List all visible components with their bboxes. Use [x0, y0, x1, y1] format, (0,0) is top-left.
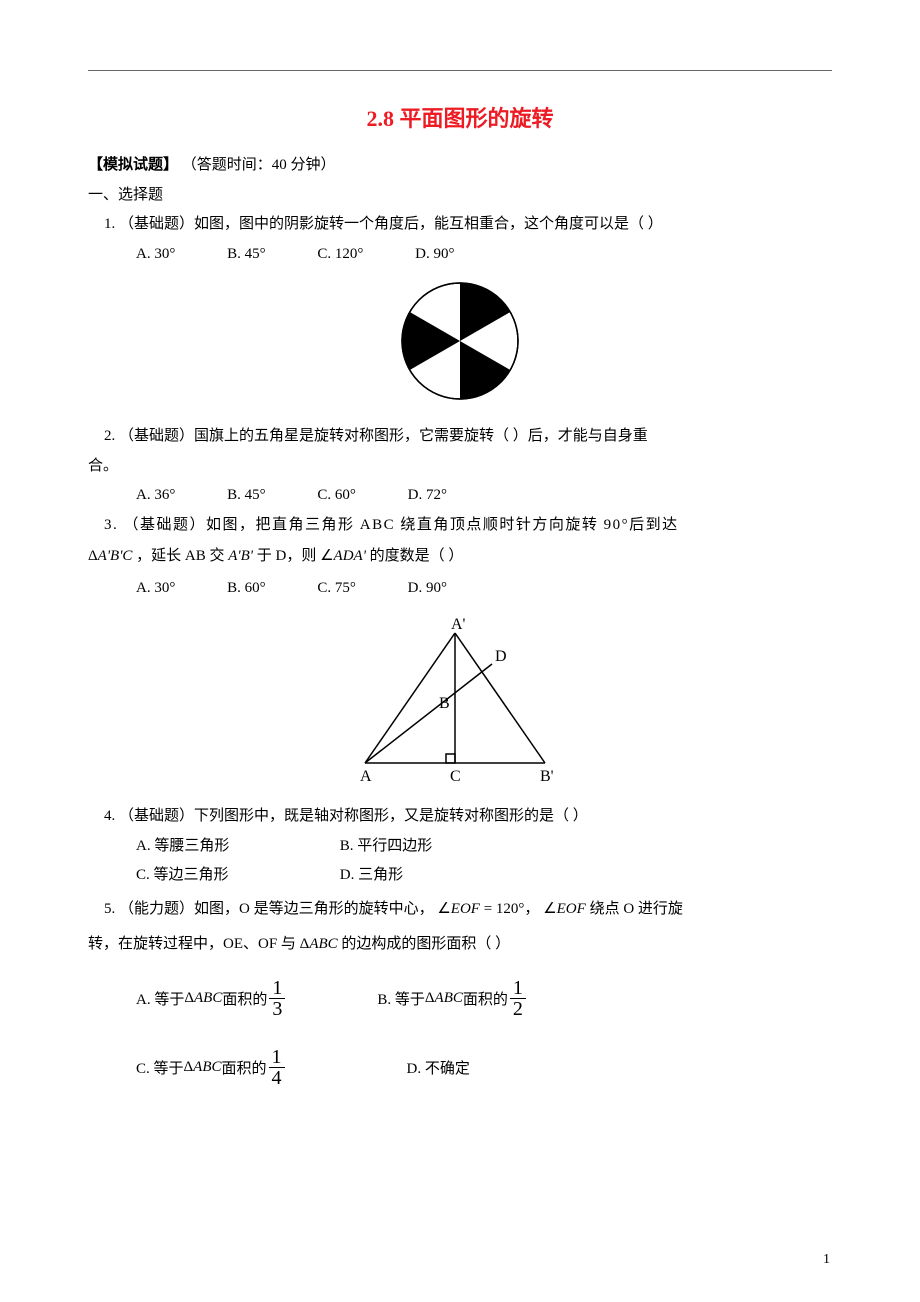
lbl-A: A — [360, 768, 372, 783]
q4-opt-d: D. 三角形 — [340, 867, 403, 883]
q2-opt-a: A. 36° — [136, 483, 175, 509]
q2-opt-c: C. 60° — [317, 483, 356, 509]
q5-c-pre: C. 等于 — [136, 1057, 184, 1078]
q1-figure — [88, 279, 832, 408]
header-note: （答题时间：40 分钟） — [182, 157, 336, 173]
page-number: 1 — [823, 1252, 830, 1268]
q1-opt-a: A. 30° — [136, 242, 175, 268]
top-rule — [88, 70, 832, 71]
q1-opt-b: B. 45° — [227, 242, 266, 268]
lbl-Bp: B' — [540, 768, 554, 783]
q5-expr2: ∠EOF — [543, 901, 586, 917]
q5-b-pre: B. 等于 — [377, 988, 425, 1009]
q3-b-prefix: ，延长 AB 交 — [136, 548, 228, 564]
q5-a-pre: A. 等于 — [136, 988, 184, 1009]
q3-opt-d: D. 90° — [408, 576, 447, 602]
q3-b-mid: 于 D，则 — [257, 548, 317, 564]
q5-expr1: ∠EOF = 120°， — [437, 901, 539, 917]
q3-text-a: 3. （基础题）如图，把直角三角形 ABC 绕直角顶点顺时针方向旋转 90°后到… — [104, 513, 832, 539]
triangle-rotation-icon: A C B' A' B D — [345, 613, 575, 783]
page-title: 2.8 平面图形的旋转 — [88, 101, 832, 133]
q4-text: 4. （基础题）下列图形中，既是轴对称图形，又是旋转对称图形的是（ ） — [104, 804, 832, 830]
q5-a-suffix: 绕点 O 进行旋 — [590, 901, 683, 917]
q5-c-tri: ΔABC — [184, 1059, 222, 1076]
q3-opt-a: A. 30° — [136, 576, 175, 602]
q5-b-suffix: 的边构成的图形面积（ ） — [341, 936, 510, 952]
q3-tri-label: A'B'C — [98, 548, 133, 564]
q5-b-tri: ΔABC — [425, 990, 463, 1007]
q2-text-b: 合。 — [88, 454, 832, 480]
section-1-title: 一、选择题 — [88, 183, 832, 209]
q5-a-prefix: 5. （能力题）如图，O 是等边三角形的旋转中心， — [104, 901, 434, 917]
lbl-C: C — [450, 768, 461, 783]
q5-opt-d: D. 不确定 — [407, 1047, 470, 1088]
q3-figure: A C B' A' B D — [88, 613, 832, 788]
q5-b-mid: 面积的 — [463, 988, 508, 1009]
q1-options: A. 30° B. 45° C. 120° D. 90° — [136, 242, 832, 268]
q4-row2: C. 等边三角形 D. 三角形 — [136, 863, 832, 889]
q3-ab-prime: A'B' — [228, 548, 253, 564]
q5-tri: ΔABC — [300, 936, 338, 952]
q2-text-a: 2. （基础题）国旗上的五角星是旋转对称图形，它需要旋转（ ）后，才能与自身重 — [104, 424, 832, 450]
q3-b-suffix: 的度数是（ ） — [370, 548, 464, 564]
q2-opt-d: D. 72° — [408, 483, 447, 509]
q5-text-a: 5. （能力题）如图，O 是等边三角形的旋转中心， ∠EOF = 120°， ∠… — [104, 897, 832, 923]
lbl-B: B — [439, 695, 450, 712]
q5-opt-a: A. 等于 ΔABC 面积的 1 3 — [136, 978, 287, 1019]
q5-b-prefix: 转，在旋转过程中，OE、OF 与 — [88, 936, 296, 952]
q1-opt-c: C. 120° — [317, 242, 363, 268]
q4-row1: A. 等腰三角形 B. 平行四边形 — [136, 834, 832, 860]
q5-text-b: 转，在旋转过程中，OE、OF 与 ΔABC 的边构成的图形面积（ ） — [88, 932, 832, 958]
q5-c-frac: 1 4 — [269, 1047, 285, 1088]
q2-opt-b: B. 45° — [227, 483, 266, 509]
q5-options: A. 等于 ΔABC 面积的 1 3 B. 等于 ΔABC 面积的 1 2 C.… — [136, 978, 832, 1088]
q4-opt-a: A. 等腰三角形 — [136, 834, 336, 860]
lbl-Ap: A' — [451, 616, 466, 633]
sector-circle-icon — [398, 279, 522, 403]
q1-text: 1. （基础题）如图，图中的阴影旋转一个角度后，能互相重合，这个角度可以是（ ） — [104, 212, 832, 238]
q5-opt-c: C. 等于 ΔABC 面积的 1 4 — [136, 1047, 287, 1088]
q5-b-frac: 1 2 — [510, 978, 526, 1019]
q3-opt-b: B. 60° — [227, 576, 266, 602]
q4-opt-b: B. 平行四边形 — [340, 838, 433, 854]
q3-angle: ADA' — [334, 548, 366, 564]
q3-opt-c: C. 75° — [317, 576, 356, 602]
q5-opt-b: B. 等于 ΔABC 面积的 1 2 — [377, 978, 528, 1019]
q5-a-frac: 1 3 — [269, 978, 285, 1019]
q2-options: A. 36° B. 45° C. 60° D. 72° — [136, 483, 832, 509]
q3-text-b: ΔA'B'C ，延长 AB 交 A'B' 于 D，则 ∠ADA' 的度数是（ ） — [88, 544, 832, 570]
q5-c-mid: 面积的 — [222, 1057, 267, 1078]
q5-a-tri: ΔABC — [184, 990, 222, 1007]
q5-a-mid: 面积的 — [222, 988, 267, 1009]
q3-delta: Δ — [88, 548, 98, 564]
q4-opt-c: C. 等边三角形 — [136, 863, 336, 889]
q3-angle-symbol: ∠ — [320, 548, 333, 564]
exam-header: 【模拟试题】 （答题时间：40 分钟） — [88, 153, 832, 179]
q1-opt-d: D. 90° — [415, 242, 454, 268]
lbl-D: D — [495, 648, 507, 665]
q3-options: A. 30° B. 60° C. 75° D. 90° — [136, 576, 832, 602]
header-label: 【模拟试题】 — [88, 157, 178, 173]
